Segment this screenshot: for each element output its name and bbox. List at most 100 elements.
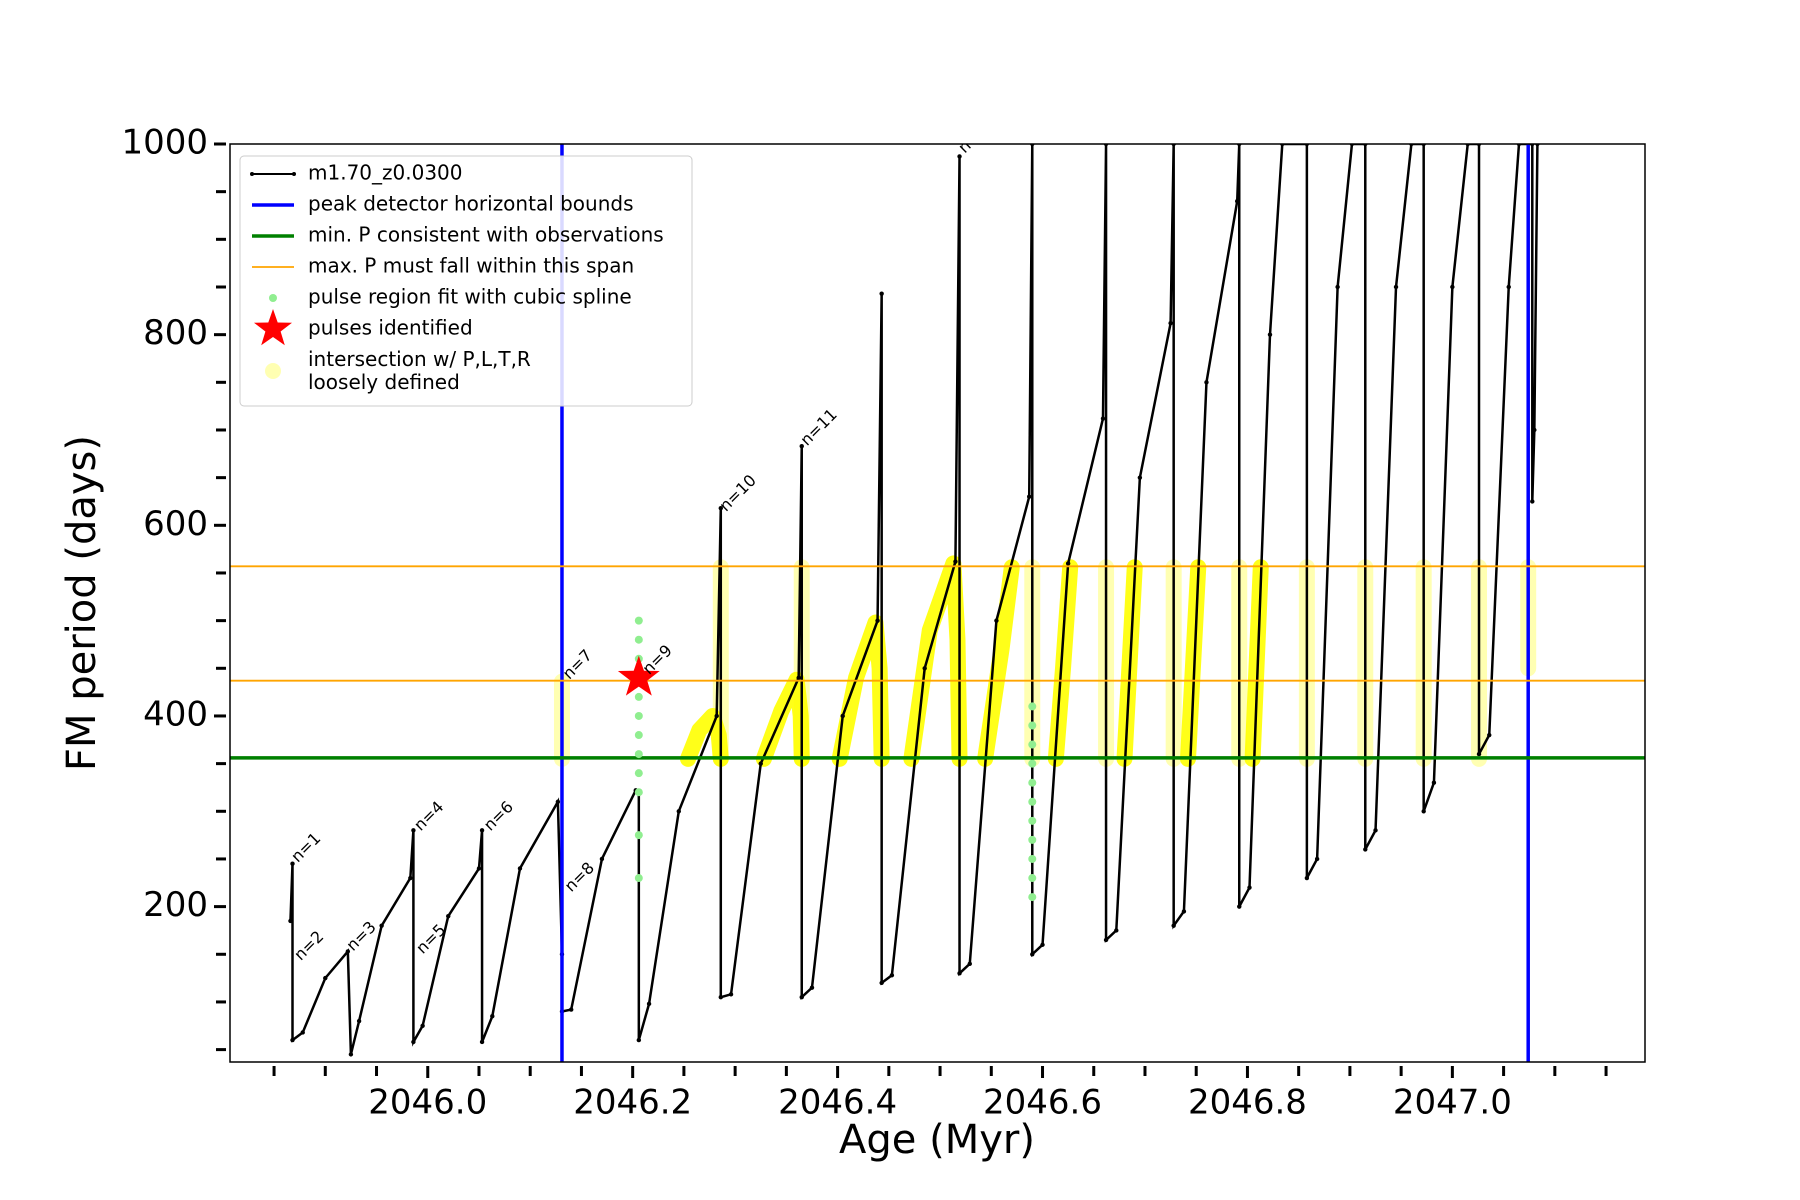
legend-swatch: [254, 309, 292, 346]
model-point: [728, 992, 734, 997]
legend-swatch: [292, 172, 296, 176]
spline-point: [1028, 893, 1037, 902]
y-tick-label: 400: [143, 694, 208, 734]
y-tick-label: 200: [143, 885, 208, 925]
model-point: [1373, 828, 1378, 833]
spline-point: [1028, 874, 1037, 883]
model-point: [1487, 732, 1492, 738]
model-point: [1530, 499, 1535, 504]
y-tick-label: 800: [143, 313, 208, 353]
model-point: [714, 713, 719, 719]
spline-point: [634, 874, 643, 883]
y-axis-label: FM period (days): [59, 435, 105, 771]
model-point: [1393, 284, 1399, 290]
model-point: [1040, 942, 1045, 947]
model-point: [922, 666, 927, 671]
model-point: [879, 980, 884, 986]
spline-point: [634, 616, 643, 625]
model-point: [758, 761, 763, 766]
x-axis-label: Age (Myr): [839, 1117, 1035, 1163]
spline-point: [1028, 740, 1037, 749]
model-point: [967, 961, 972, 967]
model-point: [889, 973, 895, 978]
spline-point: [634, 788, 643, 797]
model-point: [1421, 809, 1426, 814]
spline-point: [634, 831, 643, 840]
model-point: [718, 994, 723, 1000]
x-tick-label: 2046.0: [368, 1083, 487, 1123]
spline-point: [1028, 778, 1037, 787]
legend-label: m1.70_z0.0300: [308, 161, 463, 185]
y-tick-label: 600: [143, 504, 208, 544]
spline-point: [1028, 721, 1037, 730]
x-tick-label: 2047.0: [1393, 1083, 1512, 1123]
model-point: [1235, 198, 1240, 204]
spline-point: [634, 750, 643, 759]
model-point: [1114, 928, 1119, 933]
model-point: [599, 856, 605, 862]
x-tick-label: 2046.6: [983, 1083, 1102, 1123]
model-point: [348, 1052, 354, 1057]
spline-point: [634, 711, 643, 720]
model-point: [1181, 909, 1187, 914]
model-point: [1204, 380, 1209, 385]
model-point: [345, 949, 351, 954]
model-point: [636, 1037, 642, 1043]
model-point: [411, 828, 416, 833]
model-point: [411, 1039, 416, 1045]
model-point: [288, 918, 293, 924]
model-point: [1314, 856, 1320, 862]
model-point: [479, 1039, 485, 1045]
legend-swatch: [250, 172, 254, 176]
intersection-band: [680, 707, 729, 767]
legend-label: pulse region fit with cubic spline: [308, 285, 632, 309]
model-point: [957, 971, 962, 976]
model-point: [1030, 952, 1035, 957]
model-point: [1137, 475, 1143, 480]
model-point: [840, 713, 845, 719]
model-point: [1171, 923, 1176, 928]
model-point: [1103, 937, 1109, 943]
pulse-annotation: n=3: [342, 917, 379, 954]
legend-swatch: [269, 294, 277, 302]
spline-point: [634, 731, 643, 740]
model-point: [1027, 494, 1032, 499]
model-point: [490, 1014, 495, 1019]
spline-point: [1028, 759, 1037, 768]
model-point: [379, 923, 384, 928]
legend-label: peak detector horizontal bounds: [308, 192, 634, 216]
model-point: [1237, 904, 1242, 909]
model-point: [408, 875, 413, 881]
spline-point: [1028, 797, 1037, 806]
model-point: [420, 1023, 425, 1028]
pulse-annotation: n=5: [412, 920, 449, 957]
legend-label: pulses identified: [308, 316, 473, 340]
model-point: [799, 443, 804, 449]
spline-point: [1028, 835, 1037, 844]
model-point: [517, 866, 523, 871]
model-point: [290, 861, 295, 866]
pulse-annotation: n=10: [715, 471, 759, 515]
legend-label: min. P consistent with observations: [308, 223, 664, 247]
model-point: [646, 1001, 652, 1007]
model-point: [796, 675, 801, 681]
model-point: [809, 985, 815, 990]
pulse-annotation: n=11: [796, 405, 840, 449]
model-point: [323, 975, 328, 981]
model-point: [1532, 427, 1537, 433]
model-line: [289, 144, 1539, 1055]
spline-point: [1028, 854, 1037, 863]
legend-label: intersection w/ P,L,T,R loosely defined: [308, 347, 531, 394]
model-point: [446, 913, 451, 919]
model-point: [1476, 751, 1482, 757]
model-point: [290, 1037, 295, 1043]
model-point: [1304, 875, 1310, 881]
pulse-annotation: n=1: [287, 829, 324, 866]
intersection-band: [831, 614, 890, 767]
spline-point: [1028, 816, 1037, 825]
model-point: [1450, 284, 1455, 290]
model-point: [1267, 332, 1273, 337]
model-point: [300, 1030, 305, 1035]
y-tick-label: 1000: [121, 123, 208, 163]
